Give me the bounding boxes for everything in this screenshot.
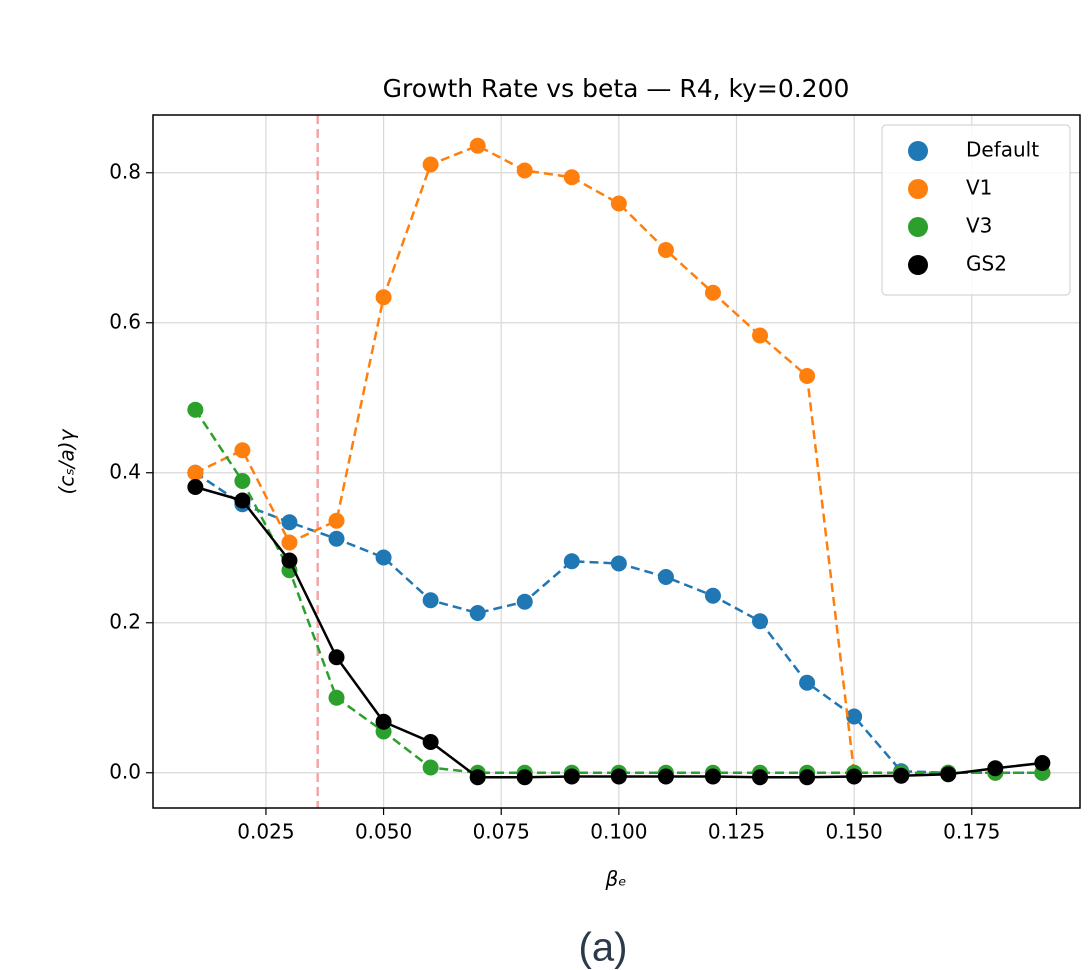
data-point	[234, 473, 251, 489]
data-point	[422, 734, 439, 750]
data-point	[657, 768, 674, 785]
y-tick-label: 0.6	[109, 309, 141, 333]
data-point	[657, 242, 674, 258]
data-point	[704, 284, 721, 301]
data-point	[610, 555, 627, 572]
x-tick-label: 0.050	[355, 820, 412, 844]
data-point	[187, 479, 204, 495]
y-tick-label: 0.8	[109, 159, 141, 183]
y-tick-label: 0.2	[109, 609, 141, 633]
data-point	[422, 759, 439, 776]
x-tick-label: 0.150	[825, 820, 882, 844]
data-point	[328, 530, 345, 547]
chart-title: Growth Rate vs beta — R4, ky=0.200	[383, 74, 850, 103]
data-point	[516, 593, 533, 610]
plot-frame	[152, 114, 1081, 809]
data-point	[187, 401, 204, 418]
data-point	[704, 768, 721, 785]
data-point	[375, 289, 392, 306]
caption: (a)	[579, 926, 628, 970]
data-point	[846, 708, 863, 725]
data-point	[987, 760, 1004, 777]
data-point	[328, 689, 345, 706]
data-point	[563, 169, 580, 186]
data-point	[375, 549, 392, 566]
data-point	[422, 156, 439, 173]
data-point	[752, 327, 769, 344]
y-tick-label: 0.0	[109, 759, 141, 783]
data-point	[610, 195, 627, 212]
legend-label: V1	[966, 176, 992, 200]
legend-label: V3	[966, 214, 992, 238]
legend: Default V1 V3 GS2	[881, 124, 1071, 296]
data-point	[234, 442, 251, 459]
data-point	[563, 553, 580, 570]
data-point	[281, 552, 298, 569]
legend-box	[881, 124, 1071, 296]
x-tick-label: 0.175	[943, 820, 1000, 844]
data-point	[375, 713, 392, 730]
y-tick-label: 0.4	[109, 459, 141, 483]
data-point	[328, 512, 345, 529]
data-point	[704, 587, 721, 604]
data-point	[281, 514, 298, 531]
data-point	[799, 368, 816, 384]
data-point	[563, 768, 580, 785]
x-tick-label: 0.125	[708, 820, 765, 844]
legend-marker	[908, 179, 928, 199]
data-point	[1034, 755, 1051, 771]
data-point	[752, 769, 769, 786]
data-point	[752, 613, 769, 630]
x-tick-label: 0.100	[590, 820, 647, 844]
legend-label: GS2	[966, 252, 1007, 276]
y-axis-label: (cₛ/a)γ	[55, 428, 79, 494]
data-point	[610, 768, 627, 785]
data-point	[893, 767, 910, 784]
legend-marker	[908, 141, 928, 161]
data-point	[469, 769, 486, 786]
data-point	[516, 162, 533, 179]
legend-marker	[908, 255, 928, 275]
data-point	[799, 769, 816, 786]
data-point	[281, 534, 298, 551]
x-tick-label: 0.075	[473, 820, 530, 844]
x-axis-label: βₑ	[604, 867, 626, 891]
legend-marker	[908, 217, 928, 237]
data-point	[234, 492, 251, 509]
data-point	[940, 766, 957, 783]
data-point	[469, 605, 486, 621]
data-point	[328, 649, 345, 666]
data-point	[187, 464, 204, 481]
data-point	[846, 768, 863, 785]
data-point	[516, 769, 533, 786]
x-tick-label: 0.025	[237, 820, 294, 844]
data-point	[422, 592, 439, 609]
data-point	[657, 569, 674, 585]
data-point	[469, 137, 486, 154]
legend-label: Default	[966, 138, 1039, 162]
data-point	[799, 674, 816, 691]
